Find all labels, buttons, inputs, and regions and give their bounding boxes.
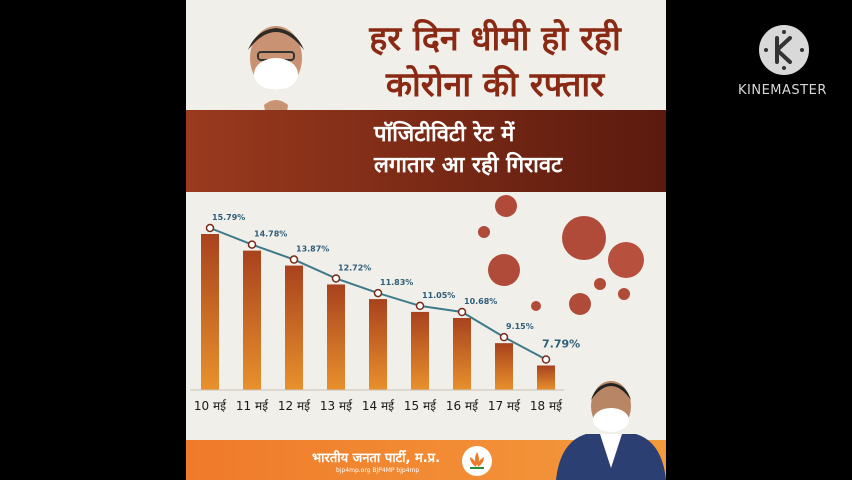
subtitle-banner [186, 110, 666, 192]
data-label: 7.79% [542, 338, 580, 351]
x-tick-label: 15 मई [404, 399, 437, 413]
trend-point [499, 332, 509, 342]
data-label: 11.05% [422, 291, 455, 300]
x-tick-label: 14 मई [362, 399, 395, 413]
bar [369, 299, 387, 390]
trend-point [373, 288, 383, 298]
data-label: 9.15% [506, 322, 534, 331]
virus-icon [478, 195, 644, 315]
data-labels: 15.79% 14.78% 13.87% 12.72% 11.83% 11.05% 10.6… [212, 213, 580, 351]
trend-point [331, 274, 341, 283]
poster: हर दिन धीमी हो रही कोरोना की रफ्तार पॉजि… [186, 0, 666, 480]
x-tick-label: 11 मई [236, 399, 269, 413]
bar [411, 311, 429, 390]
trend-point [457, 307, 467, 317]
headline-line-2: कोरोना की रफ्तार [385, 65, 605, 105]
trend-markers [205, 223, 551, 364]
x-tick-label: 13 मई [320, 399, 353, 413]
trend-point [289, 255, 299, 264]
watermark-text: KINEMASTER [738, 83, 827, 98]
kinemaster-logo-icon [759, 25, 809, 75]
x-axis-tick-labels: 10 मई 11 मई 12 मई 13 मई 14 मई 15 मई 16 मई 17 मई… [194, 399, 563, 413]
trend-point [541, 355, 551, 364]
bar [285, 265, 303, 390]
data-label: 11.83% [380, 278, 413, 287]
virus-illustration [478, 195, 644, 315]
x-tick-label: 10 मई [194, 399, 227, 413]
headline: हर दिन धीमी हो रही कोरोना की रफ्तार [336, 16, 654, 108]
positivity-chart: 15.79% 14.78% 13.87% 12.72% 11.83% 11.05% 10.6… [190, 213, 580, 413]
party-name: भारतीय जनता पार्टी, म.प्र. [312, 451, 441, 466]
bar [537, 365, 555, 390]
x-tick-label: 16 मई [446, 399, 479, 413]
bar [495, 343, 513, 390]
data-label: 12.72% [338, 263, 371, 272]
trend-point [415, 301, 425, 311]
leader-photo-2 [556, 381, 666, 480]
bar [327, 284, 345, 390]
bar [243, 250, 261, 390]
data-label: 15.79% [212, 213, 245, 222]
data-label: 14.78% [254, 230, 287, 239]
bar [453, 318, 471, 390]
x-tick-label: 12 मई [278, 399, 311, 413]
bar [201, 234, 219, 390]
lotus-icon [462, 446, 492, 476]
data-label: 10.68% [464, 297, 497, 306]
trend-point [205, 223, 215, 233]
trend-point [247, 240, 257, 249]
data-label: 13.87% [296, 245, 329, 254]
x-tick-label: 18 मई [530, 399, 563, 413]
party-contact: bjp4mp.org BJP4MP bjp4mp [336, 467, 420, 474]
subtitle-line-1: पॉजिटीविटी रेट में [374, 122, 515, 147]
subtitle-line-2: लगातार आ रही गिरावट [374, 153, 563, 178]
bar-series [201, 234, 555, 390]
x-tick-label: 17 मई [488, 399, 521, 413]
headline-line-1: हर दिन धीमी हो रही [369, 19, 621, 59]
subtitle: पॉजिटीविटी रेट में लगातार आ रही गिरावट [374, 119, 654, 181]
